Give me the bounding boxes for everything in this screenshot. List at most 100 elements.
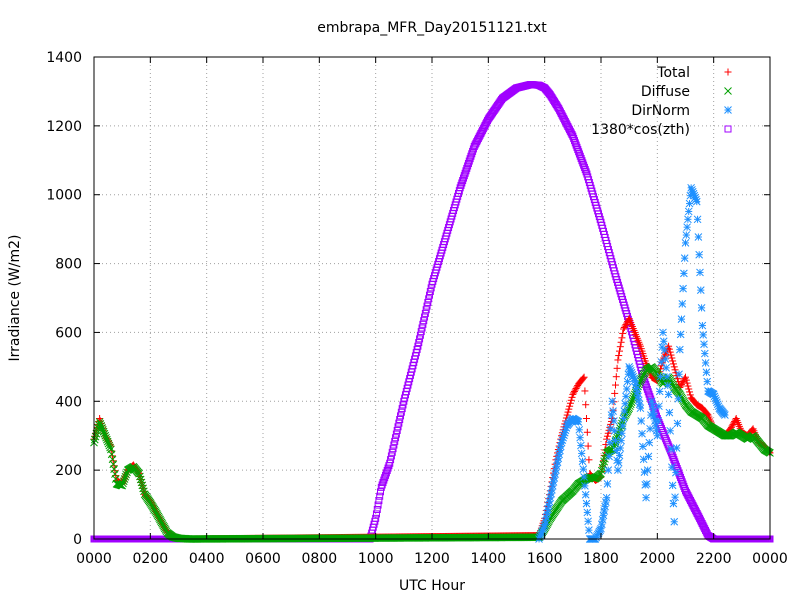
x-tick-label: 1400 bbox=[471, 551, 507, 567]
data-point bbox=[620, 325, 628, 333]
data-point bbox=[424, 298, 432, 306]
series-dirnorm bbox=[535, 183, 729, 543]
data-point bbox=[464, 162, 472, 170]
data-point bbox=[581, 166, 589, 174]
data-point bbox=[377, 483, 385, 491]
data-point bbox=[728, 422, 736, 430]
data-point bbox=[456, 184, 464, 192]
data-point bbox=[669, 499, 678, 508]
data-point bbox=[617, 436, 625, 445]
data-point bbox=[643, 466, 652, 474]
data-point bbox=[422, 306, 430, 314]
data-point bbox=[418, 324, 426, 332]
data-point bbox=[461, 169, 469, 177]
data-point bbox=[121, 472, 130, 481]
data-point bbox=[566, 402, 574, 410]
data-point bbox=[660, 346, 669, 354]
data-point bbox=[570, 387, 578, 395]
data-point bbox=[399, 401, 407, 409]
data-point bbox=[577, 441, 585, 450]
data-point bbox=[426, 288, 434, 296]
data-point bbox=[390, 441, 398, 449]
data-point bbox=[686, 388, 694, 396]
data-point bbox=[648, 402, 657, 411]
data-point bbox=[568, 393, 576, 401]
data-point bbox=[665, 342, 673, 350]
data-point bbox=[393, 426, 401, 434]
data-point bbox=[106, 443, 114, 452]
data-point bbox=[573, 143, 581, 151]
data-point bbox=[583, 508, 592, 517]
data-point bbox=[573, 383, 581, 391]
data-point bbox=[703, 410, 711, 418]
data-point bbox=[663, 372, 671, 381]
data-point bbox=[699, 331, 708, 339]
data-point bbox=[462, 167, 470, 175]
data-point bbox=[378, 481, 386, 489]
data-point bbox=[90, 435, 99, 444]
data-point bbox=[661, 355, 670, 363]
data-point bbox=[700, 340, 708, 349]
x-tick-label: 0000 bbox=[752, 551, 788, 567]
data-point bbox=[668, 481, 677, 490]
data-point bbox=[583, 428, 591, 436]
data-point bbox=[582, 168, 590, 176]
data-point bbox=[100, 429, 109, 438]
data-point bbox=[666, 426, 675, 435]
data-point bbox=[382, 469, 390, 477]
data-point bbox=[696, 286, 705, 294]
data-point bbox=[583, 415, 591, 422]
data-point bbox=[657, 358, 666, 366]
data-point bbox=[375, 497, 383, 505]
legend-marker bbox=[724, 68, 732, 76]
data-point bbox=[677, 476, 685, 484]
y-tick-label: 1200 bbox=[46, 119, 82, 135]
data-point bbox=[636, 404, 645, 413]
data-point bbox=[674, 394, 683, 403]
data-point bbox=[120, 475, 129, 483]
data-point bbox=[389, 445, 397, 453]
data-point bbox=[567, 396, 575, 404]
data-point bbox=[679, 284, 687, 293]
data-point bbox=[614, 356, 622, 364]
data-point bbox=[665, 408, 674, 417]
data-point bbox=[391, 437, 399, 445]
y-tick-label: 200 bbox=[55, 463, 82, 479]
data-point bbox=[138, 481, 147, 490]
data-point bbox=[459, 174, 467, 182]
data-point bbox=[692, 197, 701, 206]
data-point bbox=[697, 303, 706, 312]
data-point bbox=[575, 148, 583, 156]
data-point bbox=[642, 493, 650, 502]
x-tick-label: 0600 bbox=[245, 551, 281, 567]
data-point bbox=[695, 250, 704, 259]
data-point bbox=[681, 485, 689, 493]
data-point bbox=[673, 419, 682, 428]
data-point bbox=[569, 132, 577, 140]
data-point bbox=[677, 381, 685, 389]
data-point bbox=[426, 291, 434, 299]
data-point bbox=[638, 429, 646, 438]
data-point bbox=[574, 146, 582, 154]
data-point bbox=[575, 150, 583, 158]
data-point bbox=[458, 179, 466, 187]
data-point bbox=[602, 493, 611, 502]
data-point bbox=[570, 389, 578, 397]
data-point bbox=[680, 254, 689, 263]
series-1380-cos-zth bbox=[90, 81, 774, 543]
data-point bbox=[671, 493, 679, 502]
data-point bbox=[421, 309, 429, 317]
data-point bbox=[650, 412, 658, 420]
data-point bbox=[672, 460, 680, 468]
series-diffuse bbox=[90, 363, 774, 543]
data-point bbox=[670, 517, 679, 526]
data-point bbox=[574, 418, 583, 426]
data-point bbox=[398, 405, 406, 413]
data-point bbox=[645, 390, 653, 398]
data-point bbox=[664, 390, 673, 399]
data-point bbox=[585, 526, 593, 535]
data-point bbox=[459, 177, 467, 185]
data-point bbox=[392, 430, 400, 438]
data-point bbox=[421, 313, 429, 321]
